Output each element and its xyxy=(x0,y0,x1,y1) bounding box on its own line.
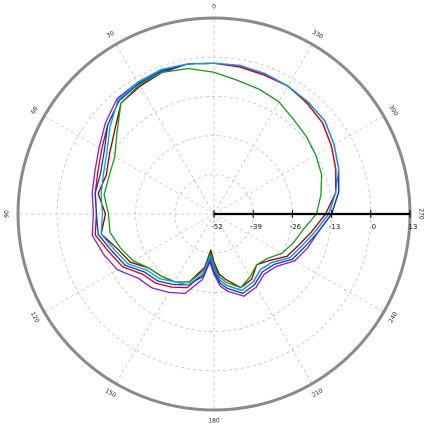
angular-gridline-1 xyxy=(115,44,215,215)
angular-gridline-11 xyxy=(213,44,313,215)
series-line-5 xyxy=(100,62,340,292)
angular-gridline-4 xyxy=(44,213,215,313)
angle-label-6: 180 xyxy=(208,418,220,425)
angular-gridline-5 xyxy=(115,213,215,384)
angle-label-5: 150 xyxy=(104,387,118,399)
angle-label-1: 30 xyxy=(105,30,115,40)
angle-label-9: 270 xyxy=(418,208,424,220)
radial-tick-label-3: -13 xyxy=(329,223,340,231)
angular-gridline-7 xyxy=(213,213,313,384)
angular-gridline-2 xyxy=(44,115,215,215)
radial-tick-label-0: -52 xyxy=(211,223,222,231)
radial-tick-label-2: -26 xyxy=(290,223,302,231)
angular-gridline-8 xyxy=(213,213,384,313)
angle-label-0: 0 xyxy=(212,4,216,11)
angle-label-3: 90 xyxy=(4,210,11,218)
angle-label-8: 240 xyxy=(387,311,399,325)
polar-axes: -52 -39 -26 -13 0 13 0 30 60 90 120 150 180 210 240 270… xyxy=(4,4,424,425)
angle-label-11: 330 xyxy=(311,29,325,41)
radial-tick-label-4: 0 xyxy=(372,223,376,231)
angular-gridline-10 xyxy=(213,115,384,215)
angle-label-2: 60 xyxy=(30,105,40,115)
radial-tick-label-5: 13 xyxy=(409,223,418,231)
polar-series-group xyxy=(91,62,340,297)
radial-tick-label-1: -39 xyxy=(250,223,261,231)
angle-label-4: 120 xyxy=(29,311,41,325)
angle-label-10: 300 xyxy=(387,104,399,118)
angle-label-7: 210 xyxy=(311,387,325,399)
series-line-4 xyxy=(103,67,323,289)
